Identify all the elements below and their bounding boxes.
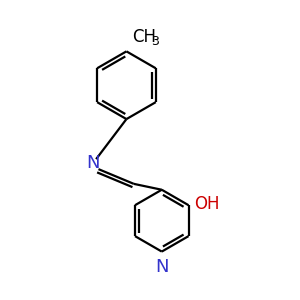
- Text: CH: CH: [132, 28, 156, 46]
- Text: OH: OH: [194, 195, 220, 213]
- Text: 3: 3: [151, 35, 158, 48]
- Text: N: N: [155, 258, 169, 276]
- Text: N: N: [86, 154, 99, 172]
